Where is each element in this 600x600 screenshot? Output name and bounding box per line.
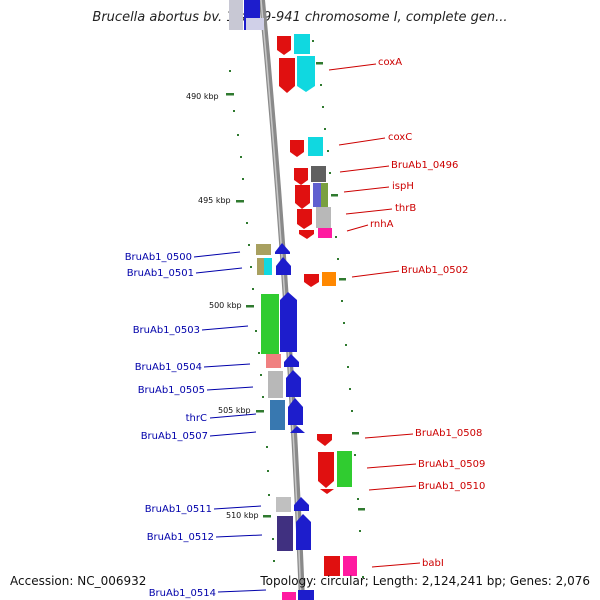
- label-ispH: ispH: [392, 181, 414, 192]
- gene-cyan-2: [297, 56, 315, 92]
- gene-0501-a: [257, 258, 264, 275]
- forward-genes: [277, 34, 357, 576]
- top-genes: [229, 0, 264, 30]
- label-BruAb1_0505: BruAb1_0505: [138, 385, 205, 396]
- left-tick-ring: [229, 70, 275, 562]
- gene-coxC: [308, 137, 323, 156]
- left-leaders: [193, 251, 267, 593]
- label-BruAb1_0512: BruAb1_0512: [147, 532, 214, 543]
- kbp-label-505: 505 kbp: [218, 406, 251, 415]
- gene-red-6: [299, 230, 314, 239]
- gene-0510: [320, 489, 334, 494]
- gene-red-7: [304, 274, 319, 287]
- right-leaders: [328, 63, 421, 568]
- label-BruAb1_0509: BruAb1_0509: [418, 459, 485, 470]
- summary-text: Topology: circular; Length: 2,124,241 bp…: [260, 574, 590, 588]
- gene-0511: [294, 497, 309, 511]
- gene-0514: [298, 590, 314, 600]
- gene-0511-a: [276, 497, 291, 512]
- gene-ispH-a: [313, 183, 321, 207]
- label-BruAb1_0500: BruAb1_0500: [125, 252, 192, 263]
- label-coxA: coxA: [378, 57, 402, 68]
- gene-ispH: [321, 183, 328, 207]
- gene-babI: [343, 556, 357, 576]
- reverse-genes: [256, 243, 314, 600]
- gene-coxA: [279, 58, 295, 93]
- gene-0501: [264, 258, 272, 275]
- label-thrB: thrB: [395, 203, 416, 214]
- gene-blue-0512: [296, 514, 311, 550]
- label-BruAb1_0514: BruAb1_0514: [149, 588, 216, 599]
- major-ticks-right: [316, 62, 365, 511]
- label-BruAb1_0502: BruAb1_0502: [401, 265, 468, 276]
- gene-0496: [311, 166, 326, 182]
- gene-0500: [256, 244, 271, 255]
- gene-red-4: [295, 185, 310, 209]
- gene-0502: [322, 272, 336, 286]
- label-thrC: thrC: [186, 413, 207, 424]
- gene-blue-0504: [284, 354, 299, 367]
- kbp-label-510: 510 kbp: [226, 511, 259, 520]
- right-tick-ring: [312, 40, 364, 578]
- gene-0512: [277, 516, 293, 551]
- gene-0507: [290, 426, 305, 433]
- gene-0508: [317, 434, 332, 446]
- gene-0503: [261, 294, 279, 354]
- gene-red-3: [294, 168, 308, 185]
- label-coxC: coxC: [388, 132, 412, 143]
- gene-blue-0505: [286, 370, 301, 397]
- gene-red-1: [277, 36, 291, 55]
- gene-green-0509: [337, 451, 352, 487]
- gene-blue-0501: [276, 257, 291, 275]
- label-BruAb1_0511: BruAb1_0511: [145, 504, 212, 515]
- gene-red-5: [297, 209, 312, 229]
- label-babI: babI: [422, 558, 444, 569]
- label-BruAb1_0503: BruAb1_0503: [133, 325, 200, 336]
- label-rnhA: rnhA: [370, 219, 394, 230]
- gene-0514-a: [282, 592, 296, 600]
- label-BruAb1_0501: BruAb1_0501: [127, 268, 194, 279]
- gene-blue-0503: [280, 292, 297, 352]
- kbp-label-490: 490 kbp: [186, 92, 219, 101]
- gene-cyan-1: [294, 34, 310, 54]
- gene-coxC-a: [290, 140, 304, 157]
- gene-rnhA: [318, 228, 332, 238]
- label-BruAb1_0508: BruAb1_0508: [415, 428, 482, 439]
- gene-0505: [268, 371, 283, 398]
- gene-0504: [266, 354, 281, 368]
- gene-blue-thrC: [288, 398, 303, 425]
- label-BruAb1_0504: BruAb1_0504: [135, 362, 202, 373]
- accession-text: Accession: NC_006932: [10, 574, 147, 588]
- kbp-label-495: 495 kbp: [198, 196, 231, 205]
- map-title: Brucella abortus bv. 1 str. 9-941 chromo…: [92, 10, 508, 25]
- major-ticks-left: [226, 93, 271, 518]
- label-BruAb1_0496: BruAb1_0496: [391, 160, 458, 171]
- gene-blue-0500: [275, 243, 290, 254]
- gene-thrC: [270, 400, 285, 430]
- kbp-label-500: 500 kbp: [209, 301, 242, 310]
- gene-0509: [318, 452, 334, 488]
- gene-thrB: [316, 207, 331, 228]
- gene-babI-a: [324, 556, 340, 576]
- label-BruAb1_0510: BruAb1_0510: [418, 481, 485, 492]
- label-BruAb1_0507: BruAb1_0507: [141, 431, 208, 442]
